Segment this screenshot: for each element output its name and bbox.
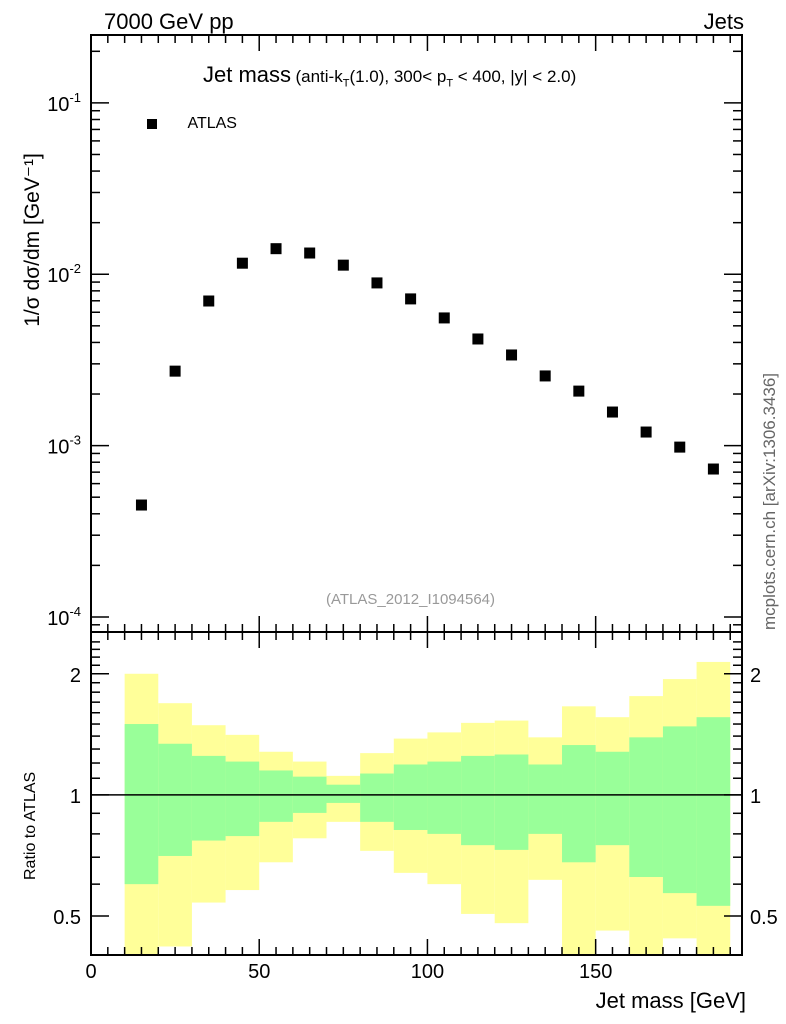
ratio-y-tick-label-right: 1 [750,786,761,808]
x-tick-label: 150 [579,961,612,983]
header-right: Jets [703,9,744,34]
ratio-y-tick-label: 0.5 [53,907,81,929]
data-point [405,293,417,305]
legend-label: ATLAS [187,115,237,132]
y-tick-label: 10-3 [47,433,81,459]
data-point [506,349,518,361]
band-bin [562,745,596,863]
header-left: 7000 GeV pp [104,9,234,34]
data-point [573,385,585,397]
data-point [674,441,686,453]
band-bin [158,743,192,856]
main-frame [90,34,743,633]
band-bin [124,724,159,885]
band-bin [595,751,630,846]
band-bin [696,717,731,906]
xlabel: Jet mass [GeV] [595,988,746,1013]
data-point [606,406,618,418]
data-point [270,243,282,255]
ratio-frame [90,631,743,956]
data-point [640,426,652,438]
y-tick-label: 10-4 [47,604,81,630]
y-tick-label: 10-1 [47,90,81,116]
band-bin [360,773,394,822]
analysis-label: (ATLAS_2012_I1094564) [326,591,496,608]
title-sub: (anti-kT(1.0), 300< pT < 400, |y| < 2.0) [295,67,577,90]
data-point [169,365,181,377]
band-bin [393,764,428,830]
legend: ATLAS [147,115,237,133]
y-tick-label: 10-2 [47,261,81,287]
legend-marker-icon [147,119,157,129]
data-point [203,295,215,307]
band-bin [259,770,293,822]
band-bin [629,737,663,878]
data-point [707,463,719,475]
data-point [539,370,551,382]
band-bin [662,726,697,894]
band-bin [461,755,495,846]
band-bin [225,761,260,837]
data-point [472,333,484,345]
data-point [135,499,147,511]
band-bin [494,754,529,850]
band-bin [528,764,563,834]
band-stat-uncertainty [124,717,731,906]
band-bin [326,784,361,803]
x-tick-label: 100 [411,961,444,983]
data-point [371,277,383,289]
x-tick-label: 0 [85,961,96,983]
data-point [438,312,450,324]
band-bin [191,755,226,841]
ratio-y-tick-label: 1 [70,786,81,808]
ratio-y-tick-label-right: 0.5 [750,907,778,929]
ratio-y-tick-label-right: 2 [750,665,761,687]
band-bin [427,761,462,834]
data-point [337,259,349,271]
data-point [236,257,248,269]
data-point [304,247,316,259]
plot-title: Jet mass (anti-kT(1.0), 300< pT < 400, |… [203,62,576,89]
x-tick-label: 50 [248,961,270,983]
ratio-y-tick-label: 2 [70,665,81,687]
title-main: Jet mass [203,62,292,87]
